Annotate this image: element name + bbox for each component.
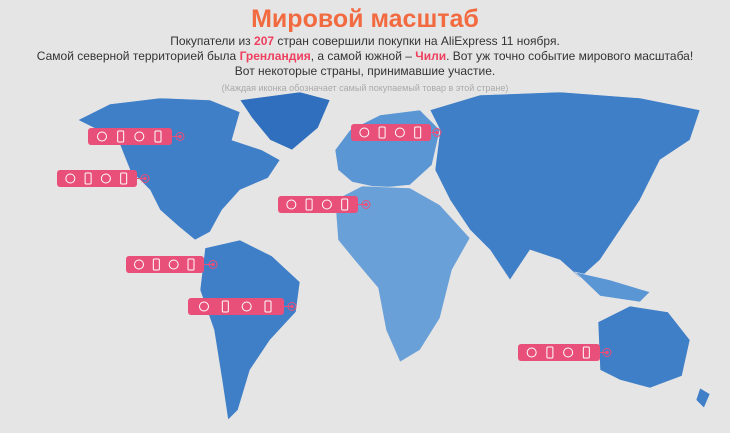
icon bbox=[546, 346, 554, 359]
header: Мировой масштаб Покупатели из 207 стран … bbox=[0, 4, 730, 93]
text: , а самой южной – bbox=[310, 49, 416, 63]
highlight: 207 bbox=[254, 34, 275, 48]
icon bbox=[154, 130, 162, 143]
icon bbox=[286, 199, 297, 210]
line: Самой северной территорией была Гренланд… bbox=[0, 49, 730, 64]
icon bbox=[100, 173, 111, 184]
marker-ring bbox=[432, 128, 442, 137]
icon bbox=[241, 301, 252, 312]
callout-box bbox=[278, 196, 358, 213]
icon bbox=[264, 300, 272, 313]
text: Вот некоторые страны, принимавшие участи… bbox=[234, 64, 496, 78]
callout-box bbox=[88, 128, 172, 145]
callout-box bbox=[188, 298, 284, 315]
icon bbox=[305, 198, 313, 211]
icon bbox=[84, 172, 92, 185]
marker-ring bbox=[140, 174, 150, 183]
south-america bbox=[199, 239, 301, 421]
callout-box bbox=[126, 256, 204, 273]
marker-dot bbox=[435, 130, 439, 135]
icon bbox=[414, 126, 422, 139]
marker-dot bbox=[364, 202, 368, 207]
marker-dot bbox=[605, 350, 609, 355]
icon bbox=[168, 259, 179, 270]
icon bbox=[221, 300, 229, 313]
highlight: Гренландия bbox=[239, 49, 311, 63]
marker-ring bbox=[602, 348, 612, 357]
icon bbox=[526, 347, 537, 358]
icon bbox=[199, 301, 209, 312]
icon bbox=[378, 126, 386, 139]
icon bbox=[152, 258, 160, 271]
icon bbox=[563, 347, 574, 358]
southeast-asia bbox=[574, 271, 651, 303]
marker-dot bbox=[211, 262, 215, 267]
icon bbox=[65, 173, 76, 184]
icon bbox=[134, 259, 144, 270]
europe bbox=[334, 109, 441, 189]
australia bbox=[597, 305, 691, 389]
icon bbox=[134, 131, 145, 142]
north-america bbox=[77, 97, 281, 241]
marker-dot bbox=[178, 134, 182, 139]
marker-ring bbox=[287, 302, 297, 311]
greenland bbox=[239, 91, 331, 151]
highlight: Чили bbox=[415, 49, 447, 63]
asia bbox=[429, 91, 701, 281]
text: Самой северной территорией была bbox=[36, 49, 240, 63]
callout-box bbox=[351, 124, 431, 141]
icon bbox=[394, 127, 405, 138]
icon bbox=[187, 258, 195, 271]
callouts bbox=[57, 124, 612, 361]
title: Мировой масштаб bbox=[251, 5, 479, 33]
icon bbox=[120, 172, 128, 185]
note: (Каждая иконка обозначает самый покупаем… bbox=[221, 83, 509, 93]
callout-box bbox=[518, 344, 600, 361]
icon bbox=[117, 130, 125, 143]
text: Покупатели из bbox=[170, 34, 255, 48]
icon bbox=[321, 199, 332, 210]
icon bbox=[97, 131, 107, 142]
text: стран совершили покупки на AliExpress 11… bbox=[274, 34, 560, 48]
marker-ring bbox=[361, 200, 371, 209]
marker-dot bbox=[143, 176, 147, 181]
new-zealand bbox=[695, 387, 711, 409]
text: . Вот уж точно событие мирового масштаба… bbox=[446, 49, 694, 63]
line: Вот некоторые страны, принимавшие участи… bbox=[0, 64, 730, 79]
marker-dot bbox=[290, 304, 294, 309]
continents bbox=[77, 91, 711, 421]
icon bbox=[359, 127, 370, 138]
africa bbox=[334, 185, 471, 363]
icon bbox=[582, 346, 590, 359]
line: Покупатели из 207 стран совершили покупк… bbox=[0, 34, 730, 49]
icon bbox=[341, 198, 349, 211]
marker-ring bbox=[175, 132, 185, 141]
marker-ring bbox=[208, 260, 218, 269]
callout-box bbox=[57, 170, 137, 187]
